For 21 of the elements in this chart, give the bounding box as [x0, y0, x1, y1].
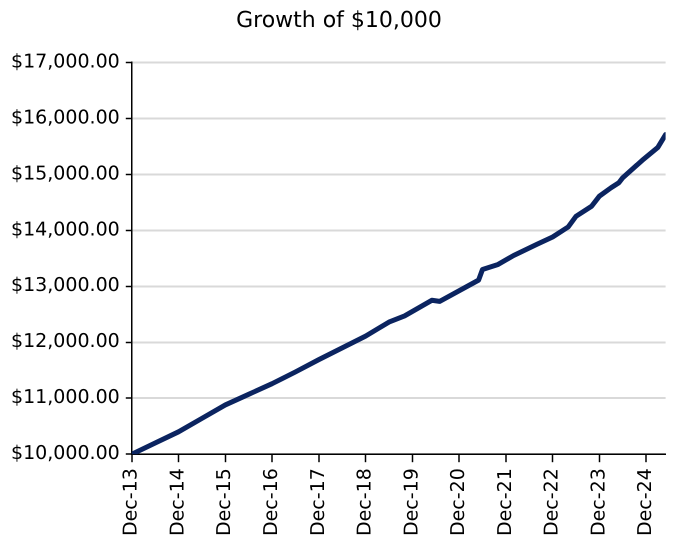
y-tick-label: $15,000.00 [10, 162, 120, 184]
x-tick-label: Dec-21 [494, 468, 516, 536]
chart-title: Growth of $10,000 [236, 8, 442, 33]
y-tick-label: $12,000.00 [10, 330, 120, 352]
x-tick-label: Dec-23 [587, 468, 610, 536]
x-tick-label: Dec-14 [166, 468, 188, 536]
x-tick-label: Dec-13 [120, 468, 142, 536]
y-tick-label: $17,000.00 [10, 50, 120, 72]
x-tick-label: Dec-18 [354, 468, 376, 536]
x-tick-label: Dec-17 [306, 468, 329, 536]
x-tick-label: Dec-15 [213, 468, 236, 536]
y-tick-label: $10,000.00 [10, 442, 120, 464]
x-tick-label: Dec-22 [540, 468, 563, 536]
y-tick-label: $14,000.00 [10, 218, 120, 240]
x-tick-label: Dec-19 [400, 468, 422, 536]
x-tick-label: Dec-24 [634, 468, 656, 536]
x-tick-label: Dec-16 [260, 468, 282, 536]
x-tick-label: Dec-20 [447, 468, 470, 536]
y-tick-label: $11,000.00 [10, 386, 120, 408]
y-tick-label: $16,000.00 [10, 106, 120, 128]
y-tick-label: $13,000.00 [10, 274, 120, 296]
